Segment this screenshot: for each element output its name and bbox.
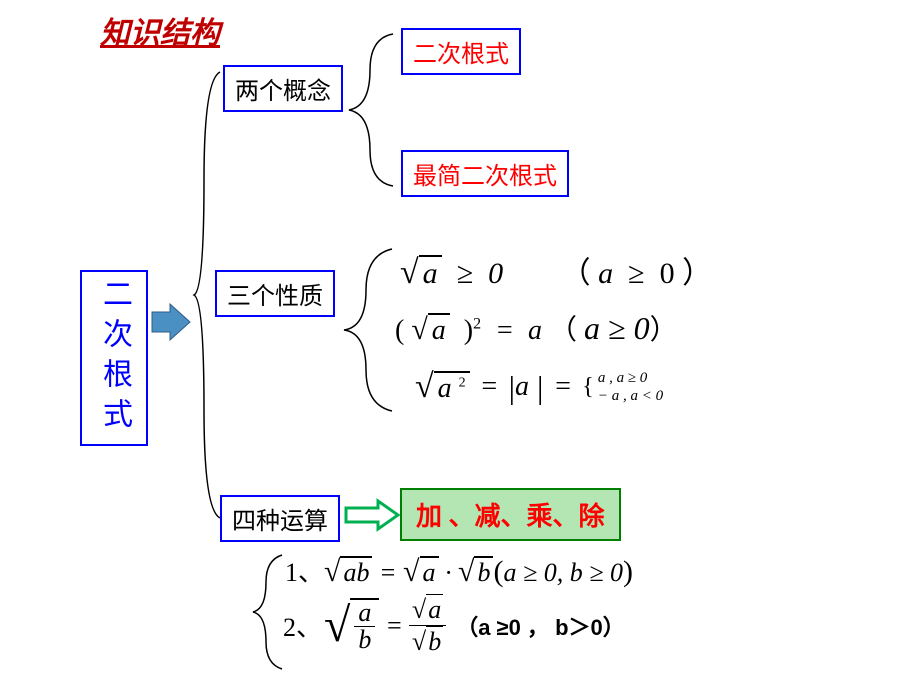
green-arrow-icon [344,498,400,532]
formula-3: √a 2 = |a | = { a , a ≥ 0 − a , a < 0 [415,368,663,406]
formula-1: √a ≥ 0 （ a ≥ 0 ） [400,248,712,292]
branch2-box: 三个性质 [215,270,335,317]
ops-box: 加 、减、乘、除 [400,488,621,541]
rules-brace-icon [250,552,284,672]
root-box: 二次根式 [80,270,148,446]
formula-2: ( √a )2 = a （ a ≥ 0） [395,308,678,348]
rule-1: 1、√ab = √a · √b(a ≥ 0, b ≥ 0) [285,552,633,589]
branch1-box: 两个概念 [223,65,343,112]
page-title: 知识结构 [100,8,220,52]
arrow-right-icon [150,302,192,342]
branch1-brace-icon [345,30,395,190]
sub1-box: 二次根式 [401,28,521,75]
branch2-brace-icon [340,245,395,415]
branch3-box: 四种运算 [220,495,340,542]
rule-2: 2、 √ a b = √a √b （a ≥0 ， b＞0） [283,596,625,656]
sub2-box: 最简二次根式 [401,150,569,197]
